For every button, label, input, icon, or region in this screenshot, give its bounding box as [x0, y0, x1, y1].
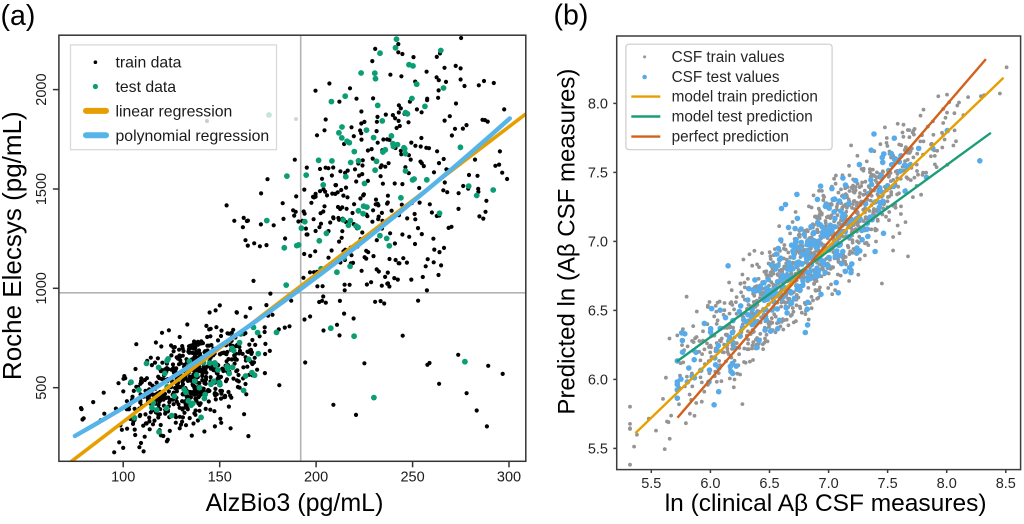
svg-text:(b): (b) [554, 0, 589, 32]
svg-text:CSF test values: CSF test values [672, 69, 780, 86]
svg-text:Predicted ln (Aβ CSF measures): Predicted ln (Aβ CSF measures) [554, 69, 581, 415]
svg-text:6.0: 6.0 [588, 373, 608, 389]
svg-text:1000: 1000 [34, 272, 50, 304]
svg-text:perfect prediction: perfect prediction [672, 129, 789, 146]
svg-text:AlzBio3 (pg/mL): AlzBio3 (pg/mL) [206, 489, 384, 517]
svg-text:8.0: 8.0 [588, 97, 608, 113]
svg-text:model test prediction: model test prediction [672, 109, 813, 126]
svg-text:8.0: 8.0 [937, 476, 957, 492]
svg-text:CSF train values: CSF train values [672, 49, 785, 66]
svg-text:6.5: 6.5 [588, 304, 608, 320]
svg-text:7.5: 7.5 [878, 476, 898, 492]
svg-text:8.5: 8.5 [996, 476, 1016, 492]
svg-text:test data: test data [116, 79, 177, 96]
svg-text:150: 150 [208, 469, 232, 485]
svg-text:300: 300 [497, 469, 521, 485]
svg-text:polynomial regression: polynomial regression [116, 128, 270, 145]
svg-text:2000: 2000 [34, 73, 50, 105]
svg-text:7.0: 7.0 [819, 476, 839, 492]
svg-text:5.5: 5.5 [641, 476, 661, 492]
svg-text:5.5: 5.5 [588, 442, 608, 458]
svg-text:100: 100 [111, 469, 135, 485]
svg-text:500: 500 [34, 376, 50, 400]
svg-text:model train prediction: model train prediction [672, 89, 818, 106]
svg-text:1500: 1500 [34, 173, 50, 205]
svg-text:250: 250 [400, 469, 424, 485]
svg-text:7.5: 7.5 [588, 166, 608, 182]
svg-text:200: 200 [304, 469, 328, 485]
svg-text:7.0: 7.0 [588, 235, 608, 251]
svg-text:6.0: 6.0 [700, 476, 720, 492]
svg-text:linear regression: linear regression [116, 103, 233, 120]
svg-text:train data: train data [116, 55, 182, 72]
svg-text:6.5: 6.5 [759, 476, 779, 492]
svg-text:Roche Elecsys (pg/mL): Roche Elecsys (pg/mL) [0, 111, 27, 380]
svg-text:(a): (a) [1, 0, 36, 32]
svg-text:ln (clinical Aβ CSF measures): ln (clinical Aβ CSF measures) [665, 490, 987, 517]
